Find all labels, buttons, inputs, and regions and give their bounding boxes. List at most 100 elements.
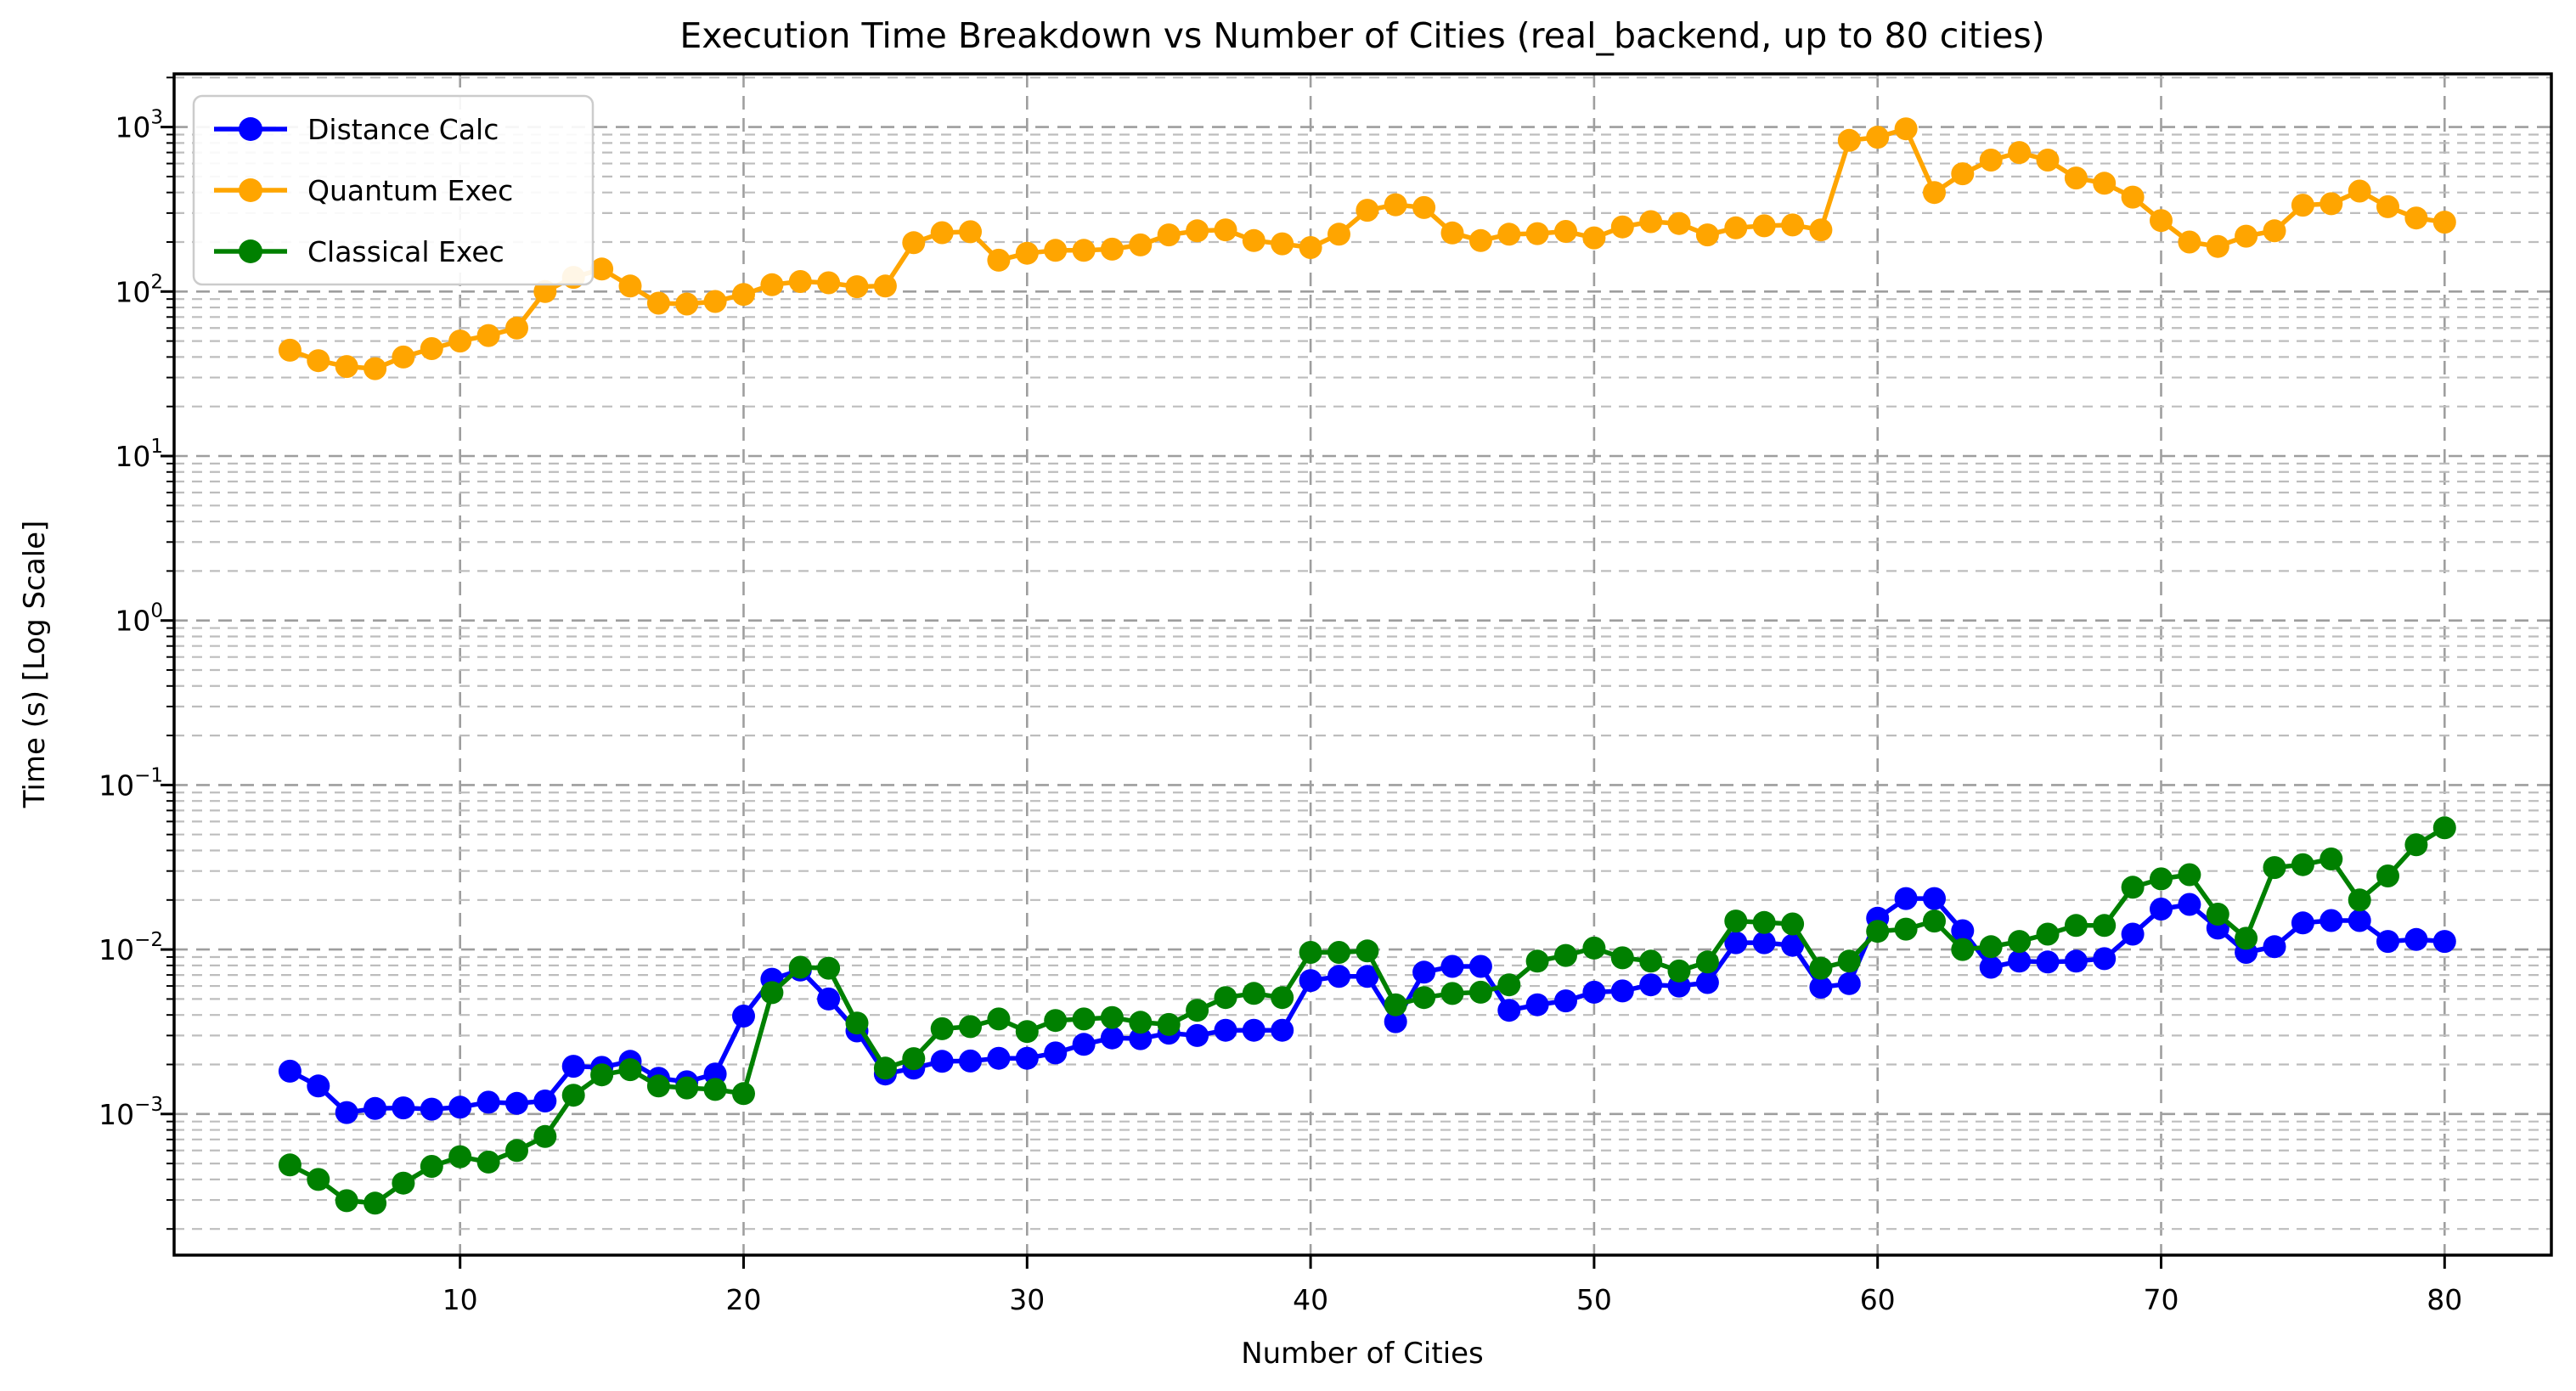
data-point (533, 279, 557, 303)
data-point (2036, 950, 2060, 974)
data-point (1866, 920, 1890, 943)
data-point (1497, 999, 1521, 1022)
data-point (1186, 999, 1209, 1022)
data-point (1468, 228, 1492, 252)
data-point (1100, 1005, 1124, 1029)
y-tick-label: 102 (115, 271, 163, 308)
data-point (930, 1050, 954, 1073)
data-point (2093, 947, 2117, 971)
data-point (1752, 931, 1776, 955)
data-point (1327, 941, 1350, 964)
data-point (817, 987, 841, 1011)
data-point (618, 274, 642, 298)
data-point (1157, 1012, 1181, 1036)
x-axis-tick-labels: 10 20 30 40 50 60 70 80 (442, 1283, 2463, 1316)
data-point (959, 1049, 982, 1073)
data-point (278, 338, 302, 362)
data-point (1356, 939, 1379, 963)
data-point (1951, 919, 1975, 943)
data-point (2376, 194, 2399, 218)
x-tick-label: 70 (2144, 1283, 2179, 1316)
legend-item-distance-calc: Distance Calc (214, 113, 499, 146)
data-point (2291, 853, 2314, 876)
x-tick-label: 60 (1860, 1283, 1896, 1316)
data-point (732, 1082, 755, 1106)
data-point (1072, 1033, 1096, 1056)
data-point (1781, 213, 1805, 237)
data-point (703, 1078, 727, 1101)
data-point (1979, 955, 2003, 979)
data-point (1440, 221, 1464, 245)
data-point (760, 981, 784, 1005)
y-tick-label: 100 (115, 600, 163, 638)
data-point (1299, 941, 1322, 964)
data-point (1468, 955, 1492, 978)
data-point (1412, 195, 1436, 219)
data-point (1242, 1018, 1265, 1042)
data-point (2291, 911, 2314, 935)
data-point (2291, 194, 2314, 217)
data-point (1554, 989, 1577, 1013)
data-point (1412, 960, 1436, 984)
data-point (1610, 979, 1634, 1003)
data-series (278, 117, 2456, 1215)
data-point (703, 290, 727, 313)
data-point (1299, 236, 1322, 259)
data-point (788, 270, 812, 293)
data-point (2008, 930, 2032, 954)
data-point (1724, 216, 1748, 239)
data-point (2121, 185, 2145, 209)
data-point (2348, 179, 2371, 203)
data-point (420, 337, 443, 360)
data-point (2008, 949, 2032, 973)
data-point (476, 1150, 500, 1174)
data-point (1809, 956, 1833, 980)
data-point (1214, 986, 1237, 1010)
data-point (1384, 193, 1407, 217)
data-point (448, 329, 472, 353)
data-point (1100, 237, 1124, 261)
data-point (1695, 223, 1719, 247)
data-point (420, 1155, 443, 1178)
data-point (1837, 971, 1861, 995)
x-tick-label: 10 (442, 1283, 478, 1316)
data-point (1044, 1009, 1068, 1033)
data-point (1639, 210, 1663, 234)
data-point (1271, 986, 1294, 1010)
legend-label-quantum-exec: Quantum Exec (307, 174, 513, 207)
data-point (845, 275, 869, 299)
data-point (476, 1090, 500, 1114)
data-point (307, 349, 330, 373)
data-point (364, 1191, 387, 1215)
data-point (2150, 898, 2173, 921)
data-point (1384, 1010, 1407, 1033)
legend-marker-quantum-exec (239, 178, 262, 202)
data-point (2064, 166, 2088, 190)
data-point (1582, 980, 1606, 1004)
data-point (505, 1139, 528, 1163)
data-point (2432, 816, 2456, 840)
data-point (1809, 218, 1833, 242)
data-point (2404, 206, 2428, 230)
data-point (590, 1063, 614, 1087)
x-tick-label: 50 (1576, 1283, 1612, 1316)
y-tick-label: 10−2 (99, 929, 163, 966)
data-point (987, 1007, 1011, 1031)
data-point (1525, 949, 1549, 973)
y-tick-label: 10−1 (99, 764, 163, 802)
data-point (646, 1074, 670, 1098)
y-tick-label: 101 (115, 436, 163, 473)
data-point (1242, 228, 1265, 252)
legend-item-classical-exec: Classical Exec (214, 235, 504, 268)
data-point (1951, 938, 1975, 961)
x-tick-label: 20 (726, 1283, 762, 1316)
data-point (2150, 867, 2173, 891)
data-point (1866, 126, 1890, 149)
data-point (1582, 226, 1606, 250)
data-point (2320, 909, 2343, 932)
data-point (2178, 863, 2201, 887)
data-point (307, 1074, 330, 1098)
data-point (732, 1005, 755, 1028)
